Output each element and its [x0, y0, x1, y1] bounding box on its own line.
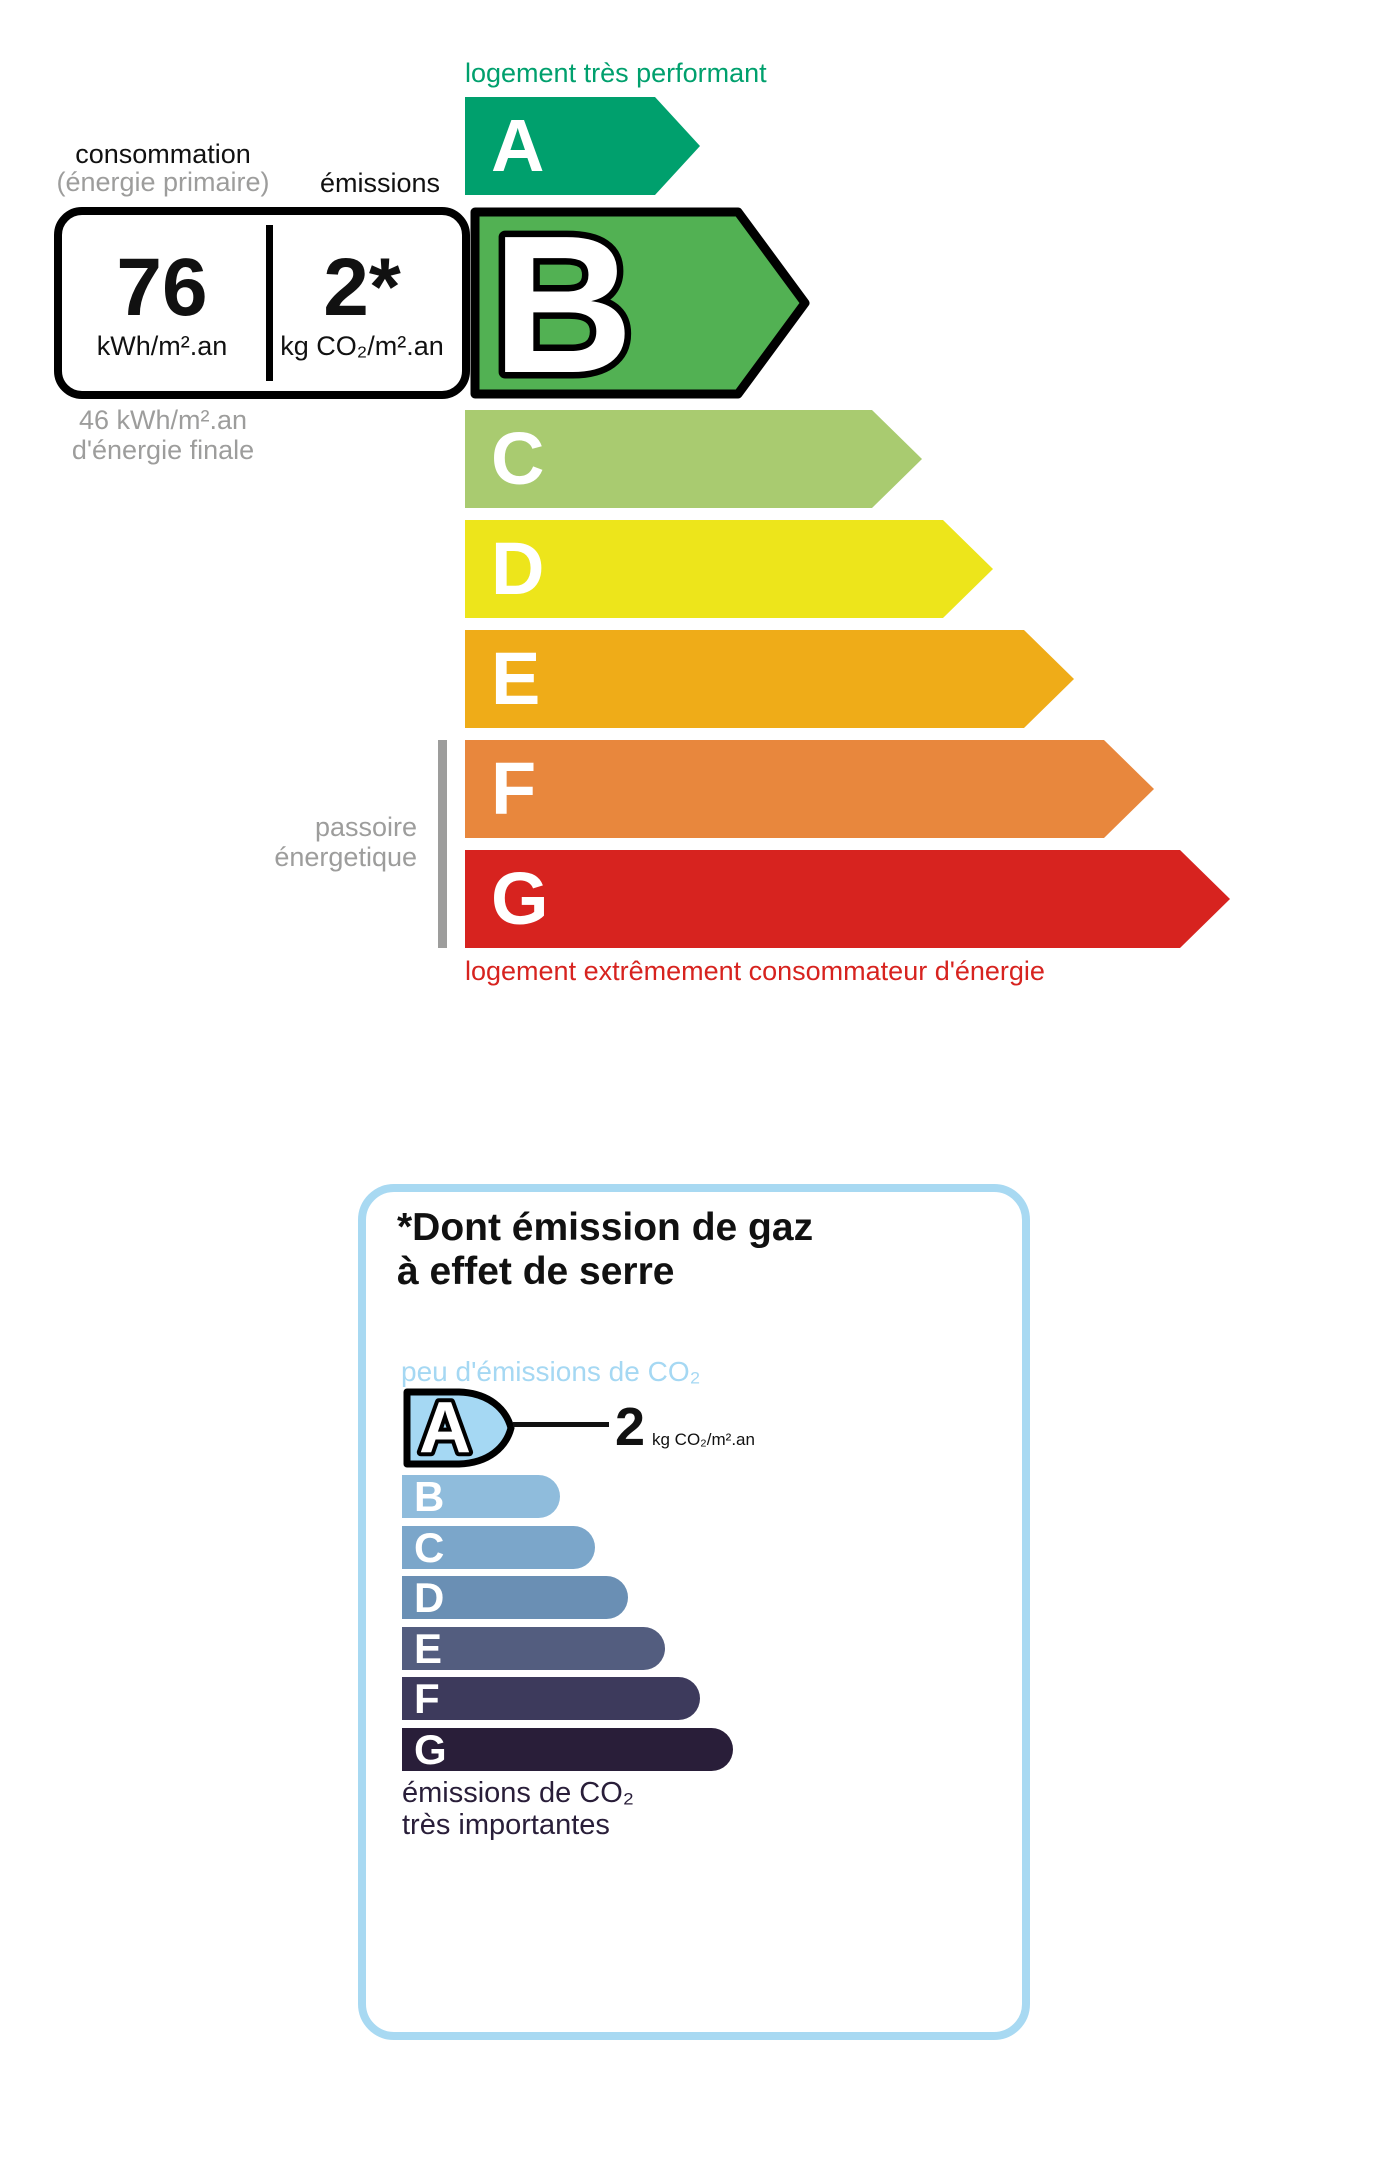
final-energy-note-line2: d'énergie finale [71, 435, 255, 466]
consumption-value: 76 [116, 241, 208, 333]
co2-value-pointer-line [513, 1422, 609, 1427]
co2-box-title-line2: à effet de serre [397, 1250, 675, 1294]
energy-grade-g-label: G [491, 857, 549, 940]
co2-emissions-content: *Dont émission de gaz à effet de serre p… [366, 1192, 1022, 2032]
energy-row-c: C [465, 410, 922, 508]
energy-row-f: F [465, 740, 1154, 838]
co2-value: 2 [615, 1397, 646, 1457]
energy-sieve-label-line2: énergetique [274, 842, 417, 873]
energy-sieve-bar [438, 740, 447, 948]
co2-low-caption: peu d'émissions de CO₂ [401, 1356, 701, 1387]
energy-grade-a-label: A [491, 104, 545, 187]
co2-row-a-arrow-shape [403, 1388, 515, 1468]
co2-row-a-selected: A [403, 1388, 515, 1468]
co2-row-d: D [402, 1576, 628, 1619]
co2-value-unit: kg CO₂/m².an [652, 1430, 755, 1449]
final-energy-note: 46 kWh/m².an d'énergie finale [34, 405, 292, 465]
co2-row-c: C [402, 1526, 595, 1569]
top-performance-caption: logement très performant [465, 58, 767, 88]
co2-high-caption-line2: très importantes [402, 1808, 610, 1841]
energy-sieve-label-line1: passoire [314, 812, 417, 842]
co2-row-b: B [402, 1475, 560, 1518]
energy-row-e: E [465, 630, 1074, 728]
emissions-unit: kg CO₂/m².an [280, 330, 444, 361]
energy-grade-f-label: F [491, 747, 537, 830]
value-box-divider [266, 225, 273, 381]
energy-grade-c-label: C [491, 417, 545, 500]
consumption-value-cell: 76 kWh/m².an [62, 215, 262, 391]
bottom-consumer-caption: logement extrêmement consommateur d'éner… [465, 956, 1045, 986]
co2-grade-a-label: A [419, 1388, 471, 1468]
energy-row-b-arrow-shape [470, 207, 810, 399]
energy-row-g: G [465, 850, 1230, 948]
co2-high-caption-line1: émissions de CO₂ [402, 1777, 635, 1809]
consumption-unit: kWh/m².an [96, 330, 228, 361]
co2-row-e: E [402, 1627, 665, 1670]
co2-high-caption: émissions de CO₂ très importantes [402, 1777, 635, 1842]
emissions-value: 2* [323, 241, 401, 333]
energy-value-box: 76 kWh/m².an 2* kg CO₂/m².an [54, 207, 470, 399]
co2-row-f: F [402, 1677, 700, 1720]
co2-box-title-line1: *Dont émission de gaz [397, 1206, 814, 1249]
energy-grade-b-label: B [492, 207, 634, 399]
co2-box-title: *Dont émission de gaz à effet de serre [397, 1206, 813, 1294]
energy-grade-d-label: D [491, 527, 545, 610]
energy-row-b-selected: B [470, 207, 810, 399]
emissions-header: émissions [319, 168, 441, 198]
consumption-header-line1: consommation [75, 139, 251, 169]
consumption-header: consommation (énergie primaire) [34, 139, 292, 197]
energy-grade-e-label: E [491, 637, 541, 720]
emissions-value-cell: 2* kg CO₂/m².an [262, 215, 462, 391]
energy-row-d: D [465, 520, 993, 618]
energy-sieve-label: passoire énergetique [200, 812, 417, 872]
consumption-header-line2: (énergie primaire) [56, 166, 270, 197]
final-energy-note-line1: 46 kWh/m².an [78, 405, 248, 435]
energy-row-a: A [465, 97, 700, 195]
co2-row-g: G [402, 1728, 733, 1771]
